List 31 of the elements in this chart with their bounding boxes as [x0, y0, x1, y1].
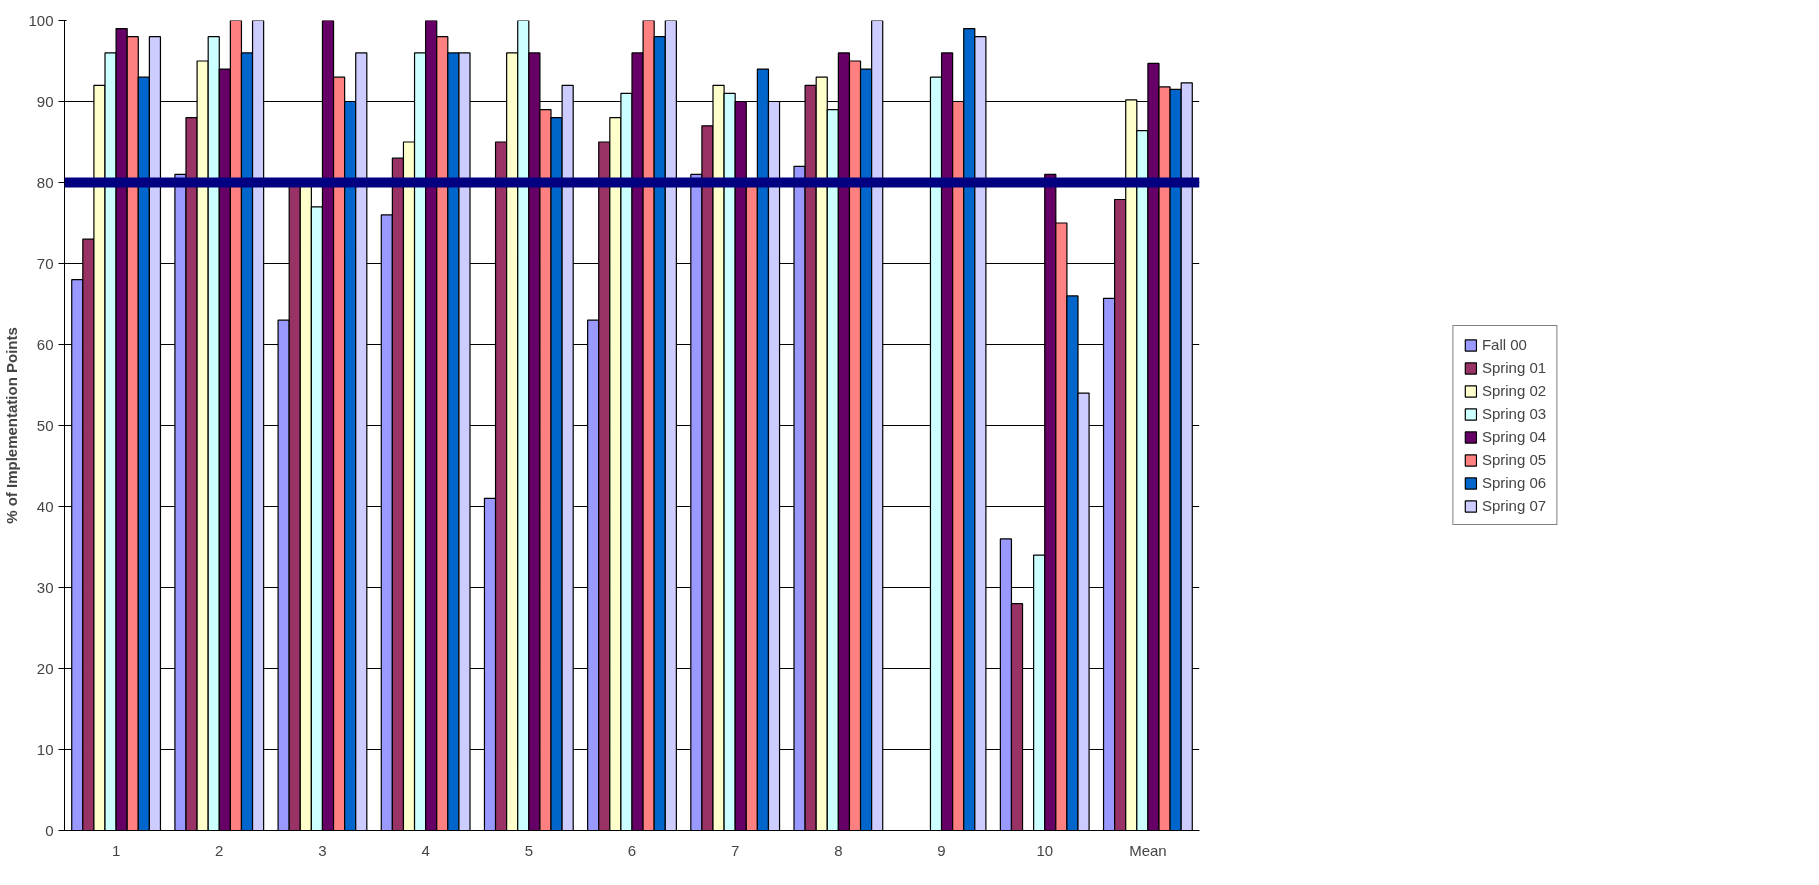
legend-label: Spring 05	[1481, 451, 1547, 468]
x-tick-label: 3	[318, 841, 327, 859]
legend-label: Fall 00	[1481, 336, 1527, 353]
y-tick-label: 90	[36, 92, 54, 110]
x-tick-label: 6	[627, 841, 637, 859]
x-tick-label: 5	[524, 841, 533, 859]
y-tick-label: 70	[36, 254, 54, 272]
legend-label: Spring 03	[1481, 405, 1547, 422]
x-tick-label: 10	[1036, 841, 1054, 859]
legend-label: Spring 06	[1481, 474, 1547, 491]
y-tick-label: 10	[36, 740, 54, 758]
legend-label: Spring 02	[1481, 382, 1547, 399]
y-tick-label: 80	[36, 173, 54, 191]
y-tick-label: 0	[45, 821, 54, 839]
y-tick-label: 40	[36, 497, 54, 515]
legend-label: Spring 01	[1481, 359, 1547, 376]
y-tick-label: 20	[36, 659, 54, 677]
x-tick-label: 1	[111, 841, 121, 859]
x-tick-label: 4	[421, 841, 430, 859]
y-tick-label: 60	[36, 335, 54, 353]
y-axis-title: % of Implementation Points	[3, 327, 21, 524]
x-tick-label: 9	[937, 841, 946, 859]
x-tick-label: 2	[215, 841, 224, 859]
legend-label: Spring 07	[1481, 497, 1547, 514]
x-tick-label: 8	[834, 841, 843, 859]
y-tick-label: 50	[36, 416, 54, 434]
legend-label: Spring 04	[1481, 428, 1547, 445]
x-tick-label: 7	[731, 841, 740, 859]
x-tick-label: Mean	[1129, 841, 1167, 859]
y-tick-label: 30	[36, 578, 54, 596]
y-tick-label: 100	[28, 11, 54, 29]
